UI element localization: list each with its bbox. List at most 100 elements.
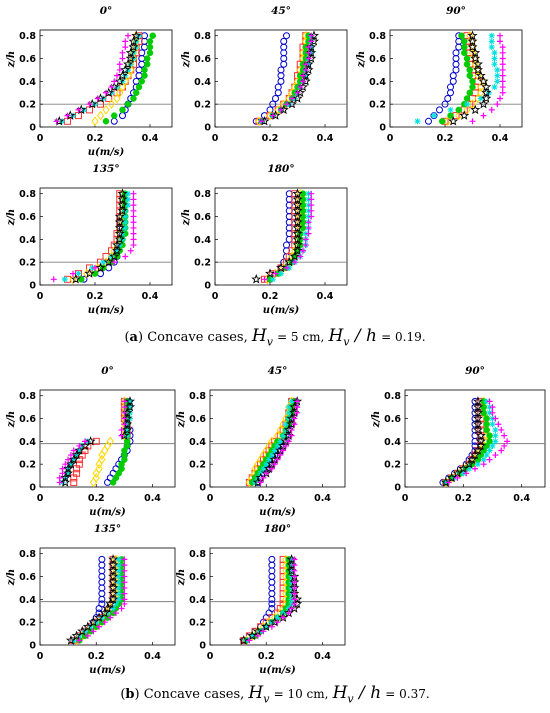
data-point [261,621,272,632]
data-point [63,468,74,478]
data-point [106,436,114,447]
caption-a: (a) Concave cases, Hv = 5 cm, Hv / h = 0… [124,326,426,349]
y-tick-label: 0.8 [194,189,211,200]
data-point [78,276,85,283]
y-tick-label: 0.6 [189,572,206,583]
data-point [292,222,303,233]
y-tick-label: 0 [199,641,206,652]
x-tick-label: 0.2 [88,651,105,662]
data-point [111,78,118,85]
data-point [62,461,69,468]
data-point [50,276,57,283]
data-point [291,259,298,266]
data-point [492,438,499,445]
data-point [461,43,468,51]
data-point [65,456,72,463]
data-point [475,70,486,80]
data-point [68,454,79,464]
data-point [291,556,298,563]
x-tick-label: 0 [37,493,44,504]
data-point [56,474,63,481]
caption-a-hv-symbol: Hv [251,326,273,349]
data-point [283,241,290,249]
x-tick-label: 0.4 [317,133,334,144]
series-4 [442,398,493,486]
data-point [114,234,125,244]
data-point [469,83,476,91]
plot-frame [209,389,346,488]
data-point [108,554,119,564]
y-tick-label: 0.6 [19,54,36,65]
data-point [130,95,137,102]
data-point [254,632,261,639]
data-point [131,30,142,40]
data-point [292,194,303,204]
series-7 [445,398,511,486]
y-tick-label: 0.4 [19,437,36,448]
data-point [146,38,154,45]
data-point [98,584,106,592]
data-point [105,598,116,609]
data-point [299,196,307,203]
data-point [269,112,276,119]
data-point [292,188,303,198]
data-point [472,401,483,412]
x-axis-label: u(m/s) [263,305,300,316]
data-point [102,118,110,125]
data-point [125,32,131,39]
chart-title: 45° [268,365,288,377]
x-tick-label: 0.2 [437,133,454,144]
data-point [294,404,301,411]
data-point [271,447,278,454]
data-point [268,600,276,608]
data-point [268,555,276,563]
x-tick-label: 0.2 [258,651,275,662]
data-point [480,409,487,417]
data-point [130,190,137,197]
data-point [499,84,506,91]
plot-frame [39,389,176,488]
data-point [274,83,282,91]
data-point [461,49,468,57]
y-tick-label: 0.8 [189,549,206,560]
data-point [289,95,295,102]
chart-title: 90° [465,365,485,377]
data-point [98,573,106,581]
data-point [488,44,495,51]
data-point [302,242,309,249]
caption-a-label: a [129,330,138,345]
y-tick-label: 0.4 [189,595,206,606]
data-point [115,573,122,580]
data-point [483,420,490,428]
data-point [278,270,284,277]
data-point [110,117,118,125]
data-point [121,404,128,411]
chart-title: 135° [92,163,119,175]
y-tick-label: 0.2 [19,100,36,111]
data-point [121,562,128,569]
x-tick-label: 0 [402,493,409,504]
data-point [452,60,460,68]
data-point [261,276,268,283]
data-point [461,38,468,45]
data-point [491,84,498,91]
data-point [308,190,315,197]
data-point [117,194,128,204]
chart-title: 180° [267,163,294,175]
data-point [272,94,279,102]
data-point [299,201,307,209]
y-tick-label: 0.2 [19,618,36,629]
data-point [297,253,304,260]
data-point [111,239,123,250]
caption-b-ratio-symbol: Hv / h [332,683,382,706]
data-point [115,556,122,563]
data-point [84,268,95,278]
data-point [449,72,457,80]
data-point [472,418,483,429]
data-point [455,43,463,51]
data-point [494,72,501,79]
data-point [305,55,312,62]
data-point [299,213,307,220]
y-tick-label: 0.2 [189,618,206,629]
x-tick-label: 0.2 [258,493,275,504]
